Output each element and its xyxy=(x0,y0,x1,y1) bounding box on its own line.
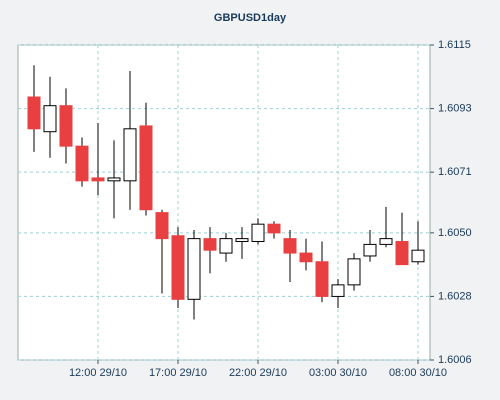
chart-title: GBPUSD1day xyxy=(214,12,287,24)
x-tick-label: 08:00 30/10 xyxy=(389,367,447,379)
y-tick-label: 1.6115 xyxy=(438,39,471,51)
candle-body xyxy=(299,252,313,263)
candle-body xyxy=(331,284,345,297)
candle-body xyxy=(59,105,73,147)
candle-body xyxy=(187,238,201,300)
plot-area xyxy=(17,44,431,361)
candle-body xyxy=(235,238,249,243)
candle-body xyxy=(267,223,281,234)
candle-body xyxy=(123,128,137,182)
candle-body xyxy=(155,212,169,240)
y-tick-label: 1.6093 xyxy=(438,102,472,114)
candle-body xyxy=(139,125,153,211)
candle-body xyxy=(107,177,121,182)
candle-body xyxy=(75,145,89,182)
candle-body xyxy=(171,235,185,300)
candle-body xyxy=(43,105,57,133)
y-tick-label: 1.6028 xyxy=(438,290,472,302)
candle-body xyxy=(251,223,265,243)
candle-body xyxy=(27,96,41,130)
candle-body xyxy=(283,238,297,254)
y-tick-label: 1.6071 xyxy=(438,166,472,178)
y-tick-label: 1.6050 xyxy=(438,227,472,239)
x-tick-label: 03:00 30/10 xyxy=(309,367,367,379)
candle-body xyxy=(411,249,425,263)
candle-body xyxy=(203,238,217,251)
candle-body xyxy=(219,238,233,254)
candle-body xyxy=(363,243,377,257)
candle-body xyxy=(347,258,361,286)
candle-body xyxy=(91,177,105,182)
candle-body xyxy=(395,241,409,266)
x-tick-label: 22:00 29/10 xyxy=(229,367,287,379)
candle-body xyxy=(379,238,393,245)
y-tick-label: 1.6006 xyxy=(438,354,472,366)
x-tick-label: 12:00 29/10 xyxy=(69,367,127,379)
x-tick-label: 17:00 29/10 xyxy=(149,367,207,379)
candle-body xyxy=(315,261,329,297)
